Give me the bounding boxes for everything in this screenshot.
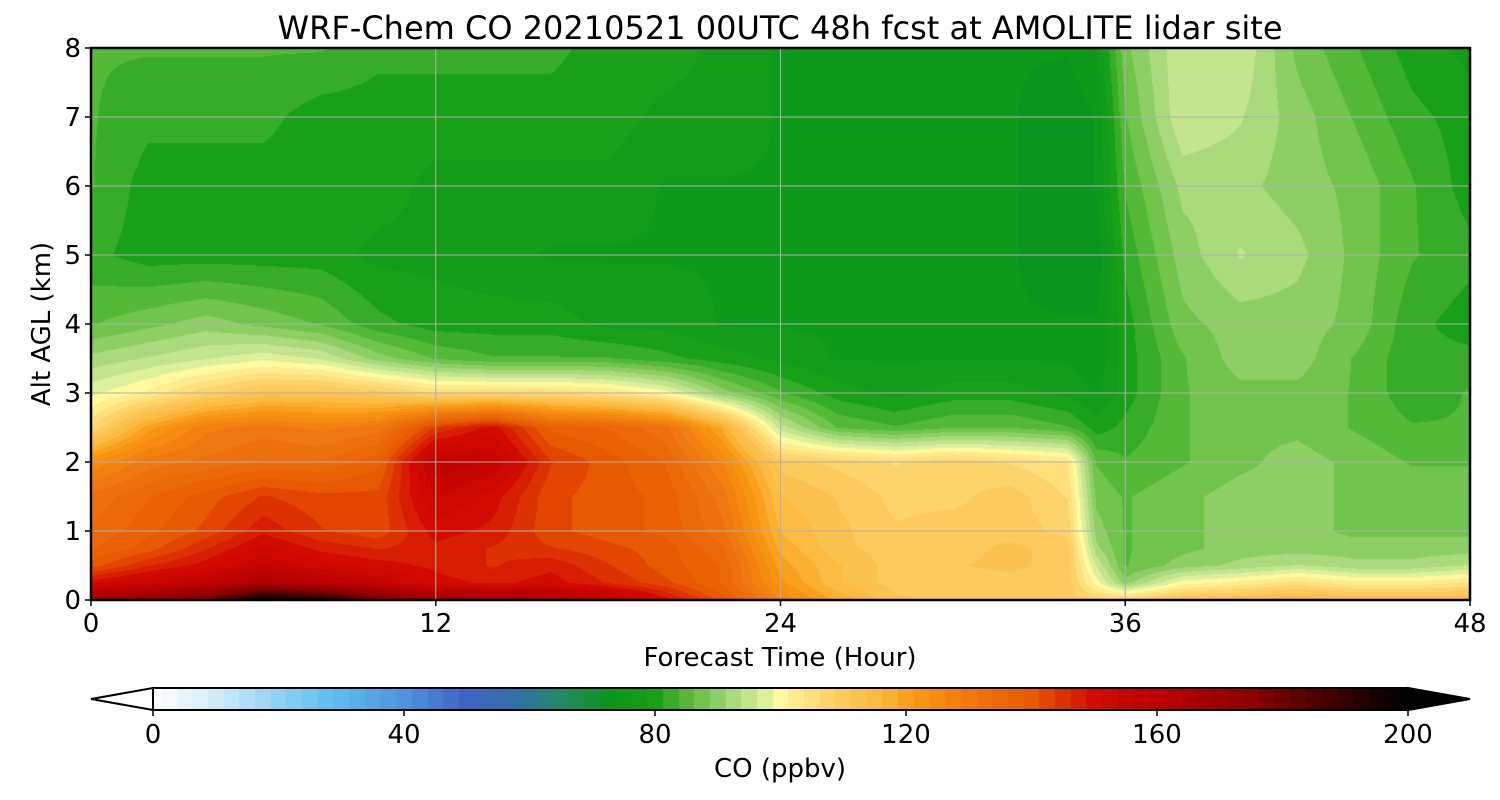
x-tick-label: 48 bbox=[1453, 609, 1486, 639]
colorbar: 0 40 80 120 160 200 CO (ppbv) bbox=[90, 686, 1471, 784]
x-tick-label: 12 bbox=[419, 609, 452, 639]
y-tick-label: 3 bbox=[64, 379, 81, 409]
x-tick-label: 24 bbox=[764, 609, 797, 639]
colorbar-tick-label: 120 bbox=[881, 720, 931, 750]
y-axis: 0 1 2 3 4 5 6 7 8 bbox=[64, 34, 91, 616]
colorbar-gradient bbox=[153, 688, 1408, 710]
colorbar-label: CO (ppbv) bbox=[714, 754, 846, 784]
colorbar-frame bbox=[152, 687, 1409, 711]
chart-title: WRF-Chem CO 20210521 00UTC 48h fcst at A… bbox=[277, 9, 1282, 47]
plot-area bbox=[89, 46, 1472, 602]
x-axis-label: Forecast Time (Hour) bbox=[643, 643, 916, 673]
y-tick-label: 6 bbox=[64, 172, 81, 202]
colorbar-tick-label: 40 bbox=[387, 720, 420, 750]
y-tick-label: 1 bbox=[64, 517, 81, 547]
y-tick-label: 0 bbox=[64, 586, 81, 616]
colorbar-ticks: 0 40 80 120 160 200 bbox=[145, 710, 1433, 750]
y-tick-label: 5 bbox=[64, 241, 81, 271]
x-tick-label: 36 bbox=[1109, 609, 1142, 639]
colorbar-tick-label: 200 bbox=[1383, 720, 1433, 750]
colorbar-tick-label: 80 bbox=[638, 720, 671, 750]
colorbar-tick-label: 0 bbox=[145, 720, 162, 750]
y-tick-label: 8 bbox=[64, 34, 81, 64]
colorbar-extend-high bbox=[1407, 686, 1471, 712]
y-axis-label: Alt AGL (km) bbox=[27, 242, 57, 406]
y-tick-label: 4 bbox=[64, 310, 81, 340]
x-tick-label: 0 bbox=[83, 609, 100, 639]
colorbar-tick-label: 160 bbox=[1132, 720, 1182, 750]
y-tick-label: 7 bbox=[64, 103, 81, 133]
x-axis: 0 12 24 36 48 bbox=[83, 600, 1487, 639]
y-tick-label: 2 bbox=[64, 448, 81, 478]
colorbar-extend-low bbox=[90, 686, 154, 712]
